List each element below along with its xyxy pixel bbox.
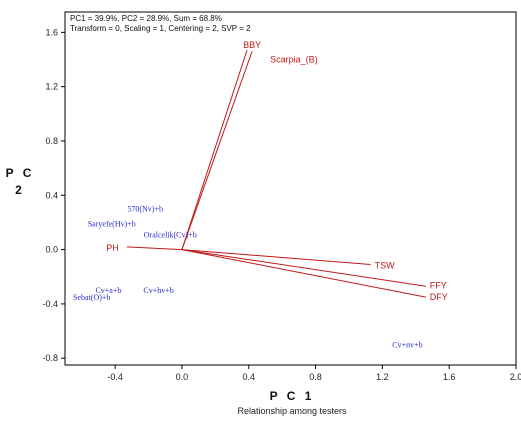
plot-frame: [64, 11, 517, 366]
trait-label: DFY: [430, 292, 448, 302]
x-tick-label: 1.6: [443, 372, 456, 382]
trait-label: TSW: [375, 261, 396, 271]
trait-label: Scarpia_(B): [270, 54, 318, 64]
chart-caption: Relationship among testers: [237, 406, 347, 416]
x-tick-label: -0.4: [107, 372, 123, 382]
tester-label: Cv+nv+b: [392, 340, 422, 349]
trait-label: FFY: [430, 280, 447, 290]
tester-label: Saryefe(Hv)+b: [88, 220, 136, 229]
y-tick-label: 0.8: [45, 136, 58, 146]
y-tick-label: -0.4: [42, 299, 58, 309]
trait-vector: [181, 249, 371, 266]
header-info-line-2: Transform = 0, Scaling = 1, Centering = …: [70, 24, 251, 33]
x-tick-label: 0.0: [176, 372, 189, 382]
tester-label: Cv+hv+b: [143, 286, 173, 295]
trait-vectors: [126, 49, 426, 298]
trait-label: PH: [106, 243, 119, 253]
header-info-line-1: PC1 = 39.9%, PC2 = 28.9%, Sum = 68.8%: [70, 14, 222, 23]
tester-label: Cv+a+b: [95, 286, 121, 295]
tester-label: Sebat(O)+b: [73, 293, 110, 302]
y-axis-ticks: -0.8 -0.4 0.0 0.4 0.8 1.2 1.6: [42, 27, 65, 363]
tester-label: 570(Nv)+b: [127, 205, 163, 214]
y-tick-label: 0.4: [45, 190, 58, 200]
x-tick-label: 0.8: [309, 372, 322, 382]
y-axis-title-part-2: 2: [15, 183, 25, 197]
trait-vector: [181, 249, 426, 298]
trait-vector: [181, 249, 426, 287]
y-tick-label: 1.2: [45, 82, 58, 92]
x-axis-title: P C 1: [270, 389, 315, 403]
y-tick-label: 1.6: [45, 27, 58, 37]
tester-label: Oralcelik(Cv)+b: [144, 230, 197, 239]
y-tick-label: -0.8: [42, 353, 58, 363]
y-tick-label: 0.0: [45, 245, 58, 255]
trait-labels: BBY Scarpia_(B) PH TSW FFY DFY: [106, 40, 448, 302]
trait-vector: [126, 246, 182, 251]
y-axis-title-part-1: P C: [6, 166, 35, 180]
trait-vector: [181, 51, 253, 250]
x-tick-label: 2.0: [510, 372, 521, 382]
x-tick-label: 0.4: [242, 372, 255, 382]
trait-label: BBY: [243, 40, 261, 50]
trait-vector: [181, 49, 248, 250]
x-axis-ticks: -0.4 0.0 0.4 0.8 1.2 1.6 2.0: [107, 365, 521, 382]
x-tick-label: 1.2: [376, 372, 389, 382]
tester-labels: 570(Nv)+b Saryefe(Hv)+b Oralcelik(Cv)+b Cv+…: [73, 205, 423, 350]
